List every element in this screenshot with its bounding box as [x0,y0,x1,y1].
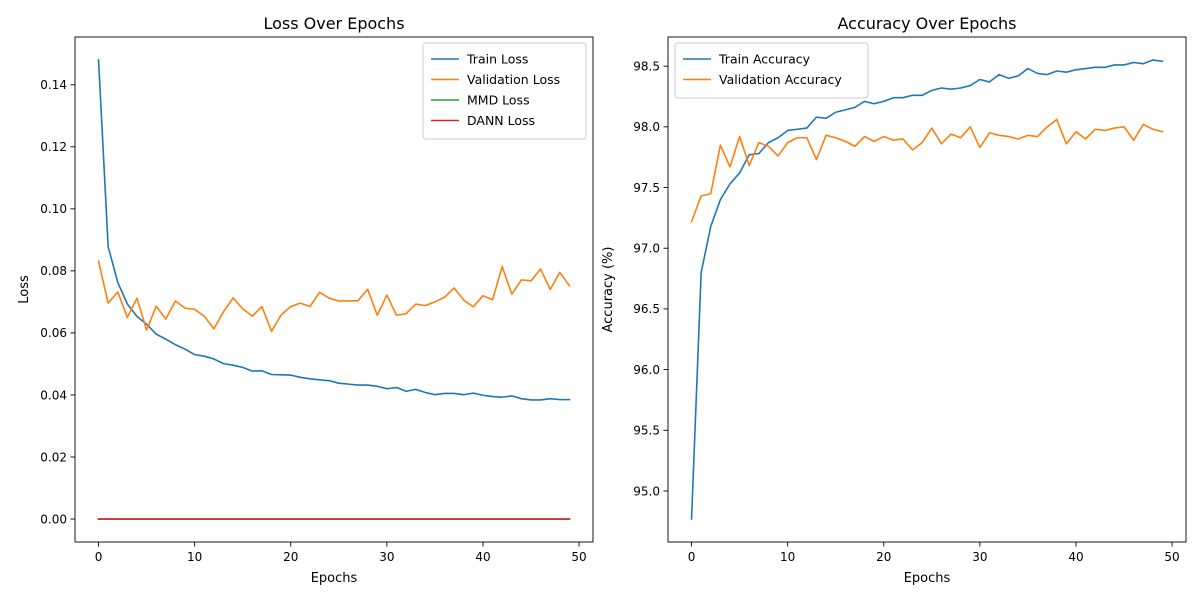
series-group [690,59,1164,520]
legend: Train Accuracy Validation Accuracy [674,42,869,99]
y-tick-label: 0.12 [40,140,67,154]
y-tick-label: 95.5 [633,424,660,438]
chart-title: Loss Over Epochs [263,14,404,33]
x-tick-label: 20 [283,550,298,564]
y-tick-label: 97.5 [633,181,660,195]
y-tick-label: 95.0 [633,484,660,498]
legend: Train Loss Validation Loss MMD Loss DANN Lo… [422,42,587,140]
y-tick-label: 96.5 [633,302,660,316]
y-tick-label: 98.0 [633,120,660,134]
y-tick-label: 98.5 [633,59,660,73]
y-tick-label: 97.0 [633,242,660,256]
y-tick-label: 0.00 [40,512,67,526]
x-tick-label: 30 [972,550,987,564]
series-line-train-accuracy [690,59,1164,520]
x-tick-label: 40 [475,550,490,564]
x-tick-label: 40 [1068,550,1083,564]
chart-title: Accuracy Over Epochs [837,14,1016,33]
y-tick-label: 0.14 [40,78,67,92]
y-tick-label: 96.0 [633,363,660,377]
y-tick-label: 0.04 [40,388,67,402]
x-axis-label: Epochs [311,571,358,586]
y-tick-label: 0.10 [40,202,67,216]
x-tick-label: 10 [780,550,795,564]
plot-frame [74,36,594,543]
legend-entry: Train Loss [466,52,528,67]
x-tick-label: 30 [379,550,394,564]
x-axis-label: Epochs [904,571,951,586]
y-tick-label: 0.08 [40,264,67,278]
y-axis-label: Accuracy (%) [601,247,616,333]
x-tick-label: 50 [1164,550,1179,564]
x-tick-label: 10 [187,550,202,564]
series-line-validation-loss [97,260,571,333]
y-axis-label: Loss [17,275,32,304]
series-group [97,59,571,520]
x-tick-label: 0 [95,550,103,564]
y-tick-label: 0.06 [40,326,67,340]
legend-entry: Train Accuracy [718,52,811,67]
legend-entry: MMD Loss [467,93,530,108]
chart-1: Loss Over Epochs 0 10 20 30 40 50 0.00 0.02 0.04 0… [17,14,594,586]
series-line-validation-accuracy [690,118,1164,223]
y-tick-label: 0.02 [40,450,67,464]
legend-box [422,42,587,140]
legend-entry: DANN Loss [467,113,535,128]
legend-entry: Validation Accuracy [719,72,842,87]
plot-frame [667,36,1187,543]
x-tick-label: 50 [571,550,586,564]
legend-box [674,42,869,99]
series-line-train-loss [97,59,571,401]
legend-entry: Validation Loss [467,72,560,87]
chart-2: Accuracy Over Epochs 0 10 20 30 40 50 95.0 95.5 9… [601,14,1187,586]
x-tick-label: 20 [876,550,891,564]
x-tick-label: 0 [688,550,696,564]
